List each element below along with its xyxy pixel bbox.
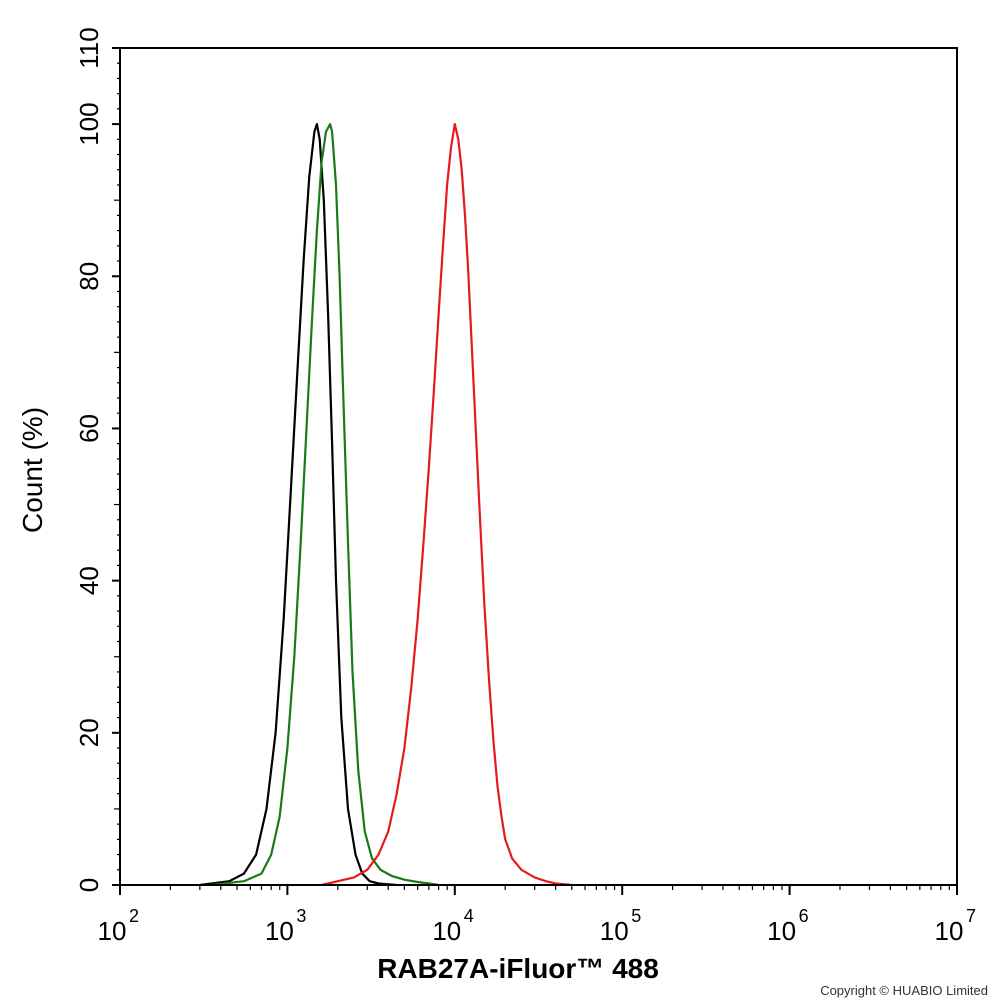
- x-tick-exponent: 4: [464, 906, 474, 926]
- plot-frame: [119, 47, 958, 886]
- histogram-curve-3: [321, 123, 572, 887]
- y-tick-label: 40: [74, 566, 104, 595]
- y-tick-label: 20: [74, 718, 104, 747]
- x-tick-exponent: 6: [799, 906, 809, 926]
- x-tick-exponent: 3: [296, 906, 306, 926]
- x-axis: 10 2 10 3 10 4 10 5 10 6 10 7: [98, 885, 976, 946]
- histogram-curves: [199, 123, 572, 887]
- copyright-notice: Copyright © HUABIO Limited: [820, 983, 988, 998]
- x-tick-exponent: 2: [129, 906, 139, 926]
- x-tick-label: 10: [98, 916, 127, 946]
- x-tick-label: 10: [600, 916, 629, 946]
- y-tick-label: 110: [74, 27, 104, 68]
- y-tick-label: 80: [74, 262, 104, 291]
- y-tick-label: 100: [74, 102, 104, 145]
- x-tick-exponent: 7: [966, 906, 976, 926]
- y-tick-label: 60: [74, 414, 104, 443]
- y-tick-label: 0: [74, 878, 104, 892]
- histogram-curve-1: [199, 123, 397, 887]
- x-tick-exponent: 5: [631, 906, 641, 926]
- y-axis: 0 20 40 60 80 100 110: [74, 27, 120, 892]
- x-tick-label: 10: [935, 916, 964, 946]
- x-tick-label: 10: [432, 916, 461, 946]
- histogram-curve-2: [210, 123, 439, 887]
- x-tick-label: 10: [265, 916, 294, 946]
- y-axis-title: Count (%): [17, 407, 48, 533]
- x-tick-label: 10: [767, 916, 796, 946]
- x-axis-title: RAB27A-iFluor™ 488: [377, 953, 659, 984]
